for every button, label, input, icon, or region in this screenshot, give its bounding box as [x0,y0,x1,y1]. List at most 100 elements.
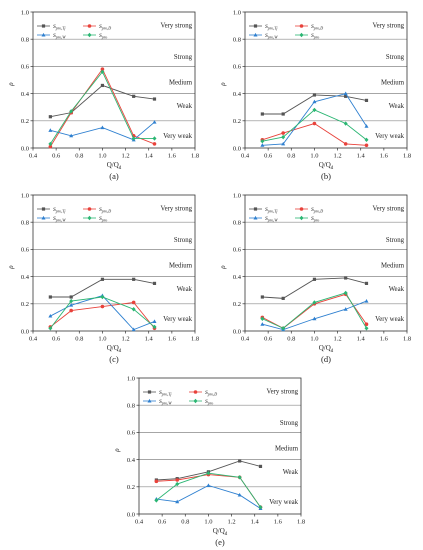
legend-label: Spro,Tj [159,390,172,398]
y-tick-label: 0.4 [233,91,242,98]
y-tick-label: 0.6 [21,64,30,71]
y-tick-label: 0.4 [21,91,30,98]
y-tick-label: 0.2 [233,301,241,308]
y-tick-label: 0.0 [233,328,241,335]
data-point [260,139,265,144]
data-point [69,308,73,313]
level-label: Medium [381,263,405,270]
level-label: Weak [389,103,405,110]
legend-label: Spro,D [205,390,217,398]
data-point [343,121,348,126]
level-label: Very strong [372,206,404,213]
level-label: Strong [386,54,405,61]
level-label: Very strong [266,389,298,396]
legend-marker [253,215,258,220]
level-label: Very weak [375,133,404,140]
plot-frame [32,11,196,149]
data-point [364,281,369,285]
data-point [312,277,317,281]
data-point [152,319,157,323]
y-tick-label: 0.8 [127,403,135,410]
x-tick-label: 0.4 [29,153,38,160]
y-tick-label: 0.6 [127,430,136,437]
data-point [100,83,105,88]
x-tick-label: 1.0 [98,153,106,160]
plot-frame [244,11,408,149]
x-tick-label: 0.8 [181,519,189,526]
data-point [131,327,136,332]
y-tick-label: 0.2 [127,484,135,491]
legend-marker [299,207,304,211]
data-point [281,326,286,331]
data-point [343,142,348,146]
legend-marker [87,32,92,38]
y-axis-title: ρ [219,265,227,270]
data-point [100,277,105,281]
series-line [156,472,261,508]
data-point [131,307,136,312]
data-point [206,483,211,487]
legend-label: Spro,D [99,207,111,215]
data-point [48,141,53,147]
x-tick-label: 0.8 [287,153,295,160]
legend-marker [87,215,92,221]
x-tick-label: 0.6 [158,519,167,526]
data-point [260,143,265,147]
x-tick-label: 0.6 [264,153,273,160]
x-tick-label: 1.0 [310,153,318,160]
x-tick-label: 1.4 [357,336,366,343]
data-point [260,316,265,321]
data-point [100,294,105,300]
y-tick-label: 1.0 [233,192,241,199]
data-point [131,300,136,305]
x-tick-label: 1.8 [191,336,199,343]
x-tick-label: 1.8 [403,153,411,160]
legend-label: Spro,D [311,24,323,32]
y-tick-label: 0.4 [21,274,30,281]
legend-marker [41,207,46,211]
series-line [49,70,155,145]
y-tick-label: 0.0 [127,511,135,518]
x-tick-label: 0.6 [264,336,273,343]
data-point [152,120,157,124]
legend-label: Spro,W [53,33,66,41]
data-point [364,98,369,102]
data-point [131,136,136,141]
data-point [69,303,74,307]
data-point [48,128,53,132]
panel-caption: (d) [321,354,331,364]
x-tick-label: 1.8 [403,336,411,343]
legend-marker [147,398,152,403]
legend-label: Spro [311,216,319,223]
legend-marker [299,24,304,28]
x-tick-label: 0.6 [52,153,61,160]
series-line [262,277,367,299]
legend-marker [253,24,258,28]
data-point [281,112,285,116]
x-tick-label: 1.0 [310,336,318,343]
panel-caption: (c) [109,354,119,364]
level-label: Weak [283,469,299,476]
data-point [344,276,348,280]
data-point [312,99,317,104]
panel-caption: (a) [109,171,119,181]
series-line [50,84,155,118]
data-point [152,324,157,330]
legend-marker [299,215,304,221]
legend-marker [147,390,152,394]
legend-marker [41,32,46,37]
data-point [48,295,52,299]
y-tick-label: 1.0 [21,192,29,199]
panel-caption: (e) [215,537,225,547]
legend-marker [87,24,92,28]
legend-marker [41,215,46,220]
legend-label: Spro [311,33,319,40]
plot-frame [244,194,408,332]
y-tick-label: 1.0 [233,9,241,16]
plot-frame [32,194,196,332]
x-tick-label: 0.8 [75,336,83,343]
plot-frame [138,377,302,515]
x-tick-label: 0.4 [29,336,38,343]
